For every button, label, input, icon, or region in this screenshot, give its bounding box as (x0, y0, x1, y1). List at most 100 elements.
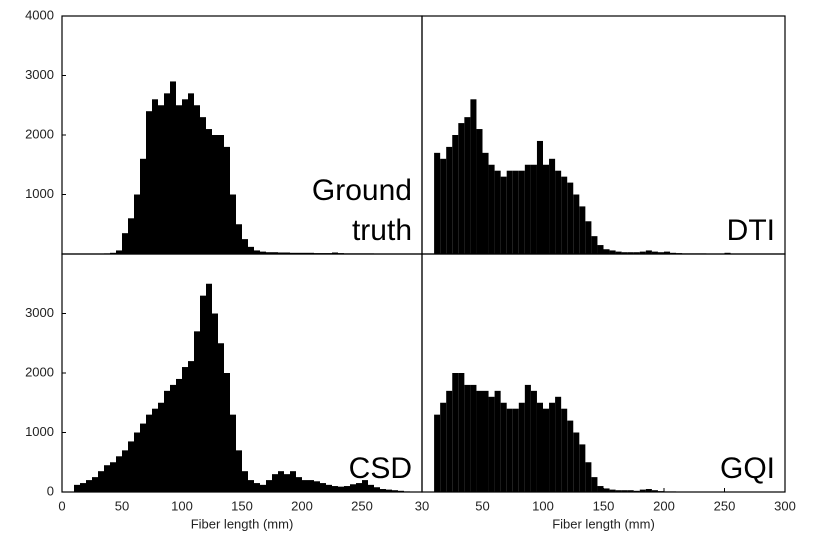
bar (128, 441, 134, 492)
bar (651, 490, 658, 492)
bar (356, 483, 362, 492)
bar (664, 251, 671, 254)
x-tick-label: 100 (171, 498, 193, 513)
bar (464, 117, 471, 255)
bar (627, 490, 634, 492)
bar (80, 483, 86, 492)
annotation: CSD (349, 452, 412, 485)
bar (86, 480, 92, 492)
bar (609, 250, 616, 254)
x-tick-label: 50 (115, 498, 129, 513)
bar (134, 194, 140, 254)
bar (621, 252, 628, 254)
bar (543, 164, 550, 254)
x-axis-label: Fiber length (mm) (552, 516, 655, 531)
bar (230, 194, 236, 254)
bar (603, 488, 610, 492)
bar (188, 361, 194, 492)
y-tick-label: 2000 (25, 364, 54, 379)
bar (561, 176, 568, 254)
bar (146, 414, 152, 492)
bar (218, 135, 224, 254)
bar (512, 408, 519, 492)
bar (476, 129, 483, 254)
x-tick-label: 0 (58, 498, 65, 513)
bar (146, 111, 152, 254)
bar (104, 465, 110, 492)
bar (591, 236, 598, 254)
bar (488, 396, 495, 492)
bar (627, 252, 634, 254)
bar (368, 484, 374, 492)
bar (446, 146, 453, 254)
bar (182, 367, 188, 492)
bar (482, 390, 489, 492)
bar (236, 224, 242, 254)
bar (122, 233, 128, 254)
bar (302, 480, 308, 492)
bar (332, 252, 338, 254)
bar (452, 135, 459, 254)
bar (494, 170, 501, 254)
bar (470, 99, 477, 254)
bar (134, 432, 140, 492)
bar (458, 373, 465, 492)
bar (212, 135, 218, 254)
bar (176, 105, 182, 254)
bar (350, 484, 356, 492)
bar (194, 105, 200, 254)
bar (278, 252, 284, 254)
bar (332, 486, 338, 492)
bar (549, 158, 556, 254)
x-tick-label: 300 (774, 498, 796, 513)
bar (158, 105, 164, 254)
bar (230, 414, 236, 492)
bar (530, 390, 537, 492)
bar (254, 483, 260, 492)
bar (561, 408, 568, 492)
bar (254, 250, 260, 254)
bar (518, 170, 525, 254)
bar (290, 471, 296, 492)
y-tick-label: 2000 (25, 126, 54, 141)
bar (242, 471, 248, 492)
bar (579, 206, 586, 254)
x-tick-label: 200 (653, 498, 675, 513)
bar (639, 251, 646, 254)
bar (494, 390, 501, 492)
bar (470, 384, 477, 492)
annotation: Ground (312, 174, 412, 207)
bar (440, 402, 447, 492)
x-tick-label: 150 (593, 498, 615, 513)
bar (567, 420, 574, 492)
bar (633, 252, 640, 254)
bar (182, 99, 188, 254)
bar (392, 490, 398, 492)
bar (116, 250, 122, 254)
bar (464, 384, 471, 492)
bar (657, 252, 664, 254)
bar (122, 450, 128, 492)
bar (170, 384, 176, 492)
bar (446, 390, 453, 492)
bar (284, 474, 290, 492)
bar (536, 402, 543, 492)
bar (152, 99, 158, 254)
x-tick-label: 30 (415, 498, 429, 513)
bar (206, 129, 212, 254)
y-tick-label: 3000 (25, 67, 54, 82)
bar (260, 251, 266, 254)
y-tick-label: 0 (47, 483, 54, 498)
bar (573, 194, 580, 254)
bar (488, 164, 495, 254)
bar (591, 477, 598, 492)
bar (266, 480, 272, 492)
bar (170, 81, 176, 254)
bar (236, 450, 242, 492)
bar (386, 489, 392, 492)
bar (549, 402, 556, 492)
bar (158, 402, 164, 492)
bar (98, 471, 104, 492)
bar (555, 396, 562, 492)
bar (260, 484, 266, 492)
